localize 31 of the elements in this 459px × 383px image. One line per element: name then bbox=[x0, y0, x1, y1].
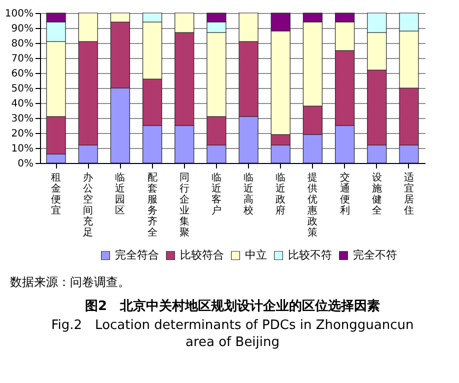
y-tick-label: 60% bbox=[11, 68, 34, 80]
y-tick-label: 70% bbox=[11, 54, 34, 64]
legend-label: 完全符合 bbox=[115, 248, 159, 262]
x-tick-label: 临近政府 bbox=[276, 172, 286, 216]
x-tick-label: 临近园区 bbox=[115, 172, 126, 216]
y-tick-label: 80% bbox=[11, 38, 34, 50]
x-tick-label: 租金便宜 bbox=[51, 172, 62, 216]
y-tick-label: 100% bbox=[4, 8, 34, 20]
legend-label: 完全不符 bbox=[353, 248, 397, 262]
x-tick-label: 配套服务齐全 bbox=[147, 172, 158, 238]
legend-label: 比较符合 bbox=[180, 248, 224, 262]
source-note: 数据来源：问卷调查。 bbox=[10, 275, 130, 289]
x-tick-label: 同行企业集聚 bbox=[179, 172, 190, 238]
x-tick-label: 提供优惠政策 bbox=[306, 172, 318, 238]
x-tick-label: 交通便利 bbox=[340, 172, 350, 216]
x-tick-label: 适宜居住 bbox=[404, 172, 414, 216]
legend-label: 比较不符 bbox=[288, 248, 332, 262]
text: 图2 北京中关村地区规划设计企业的区位选择因素 bbox=[84, 298, 380, 314]
text: Fig.2 Location determinants of PDCs in Zhongguancun area of Beijing bbox=[51, 318, 414, 350]
x-tick-label: 临近高校 bbox=[242, 172, 254, 216]
y-tick-label: 30% bbox=[11, 114, 34, 124]
y-tick-label: 20% bbox=[11, 128, 34, 140]
x-tick-label: 临近客户 bbox=[211, 172, 222, 216]
y-tick-label: 90% bbox=[11, 24, 34, 34]
x-tick-label: 办公空间充足 bbox=[83, 172, 94, 238]
x-tick-label: 设施健全 bbox=[372, 172, 382, 216]
y-tick-label: 10% bbox=[11, 144, 34, 154]
y-tick-label: 0% bbox=[18, 158, 34, 170]
y-tick-label: 40% bbox=[11, 98, 34, 110]
y-tick-label: 50% bbox=[11, 84, 34, 94]
legend-label: 中立 bbox=[245, 248, 267, 262]
